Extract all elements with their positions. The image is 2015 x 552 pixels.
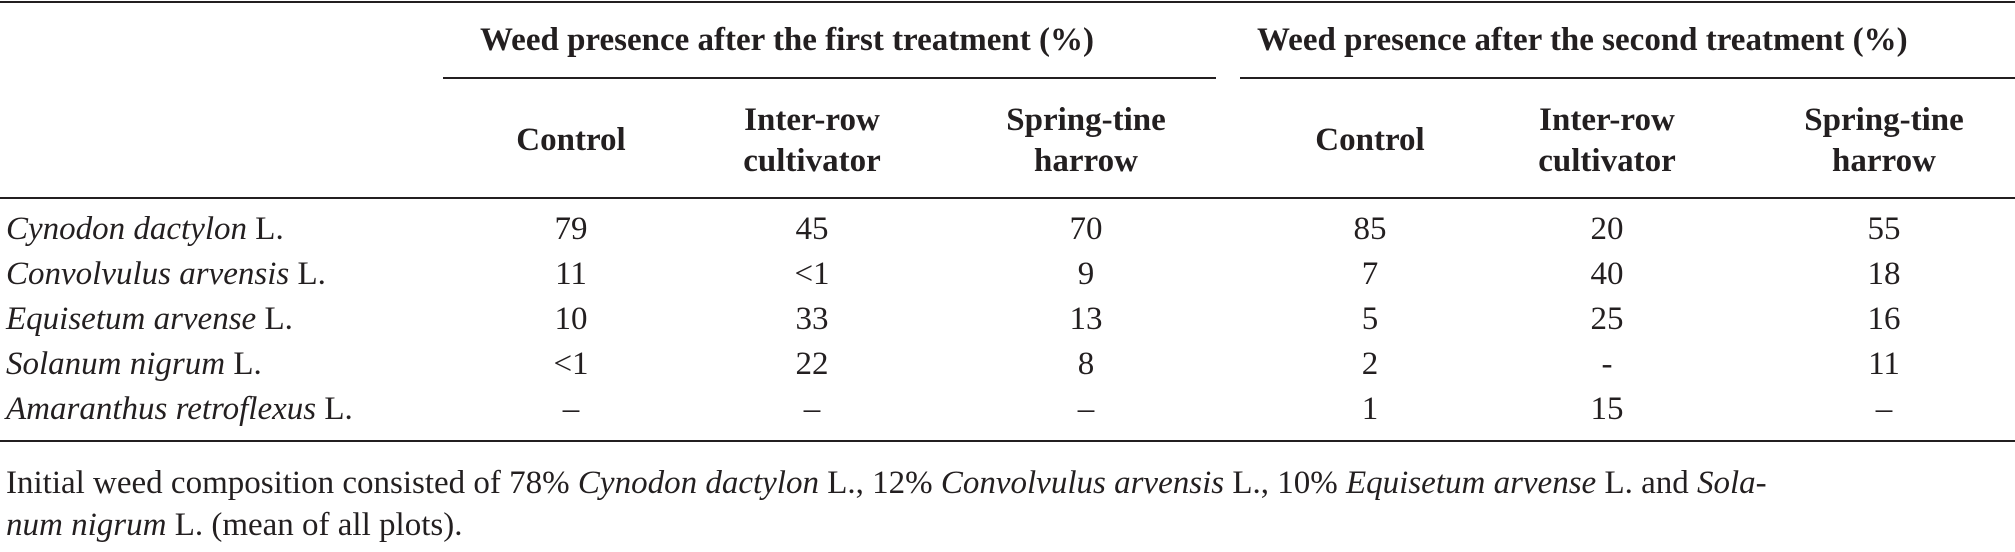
table-cell: 79 xyxy=(554,211,588,247)
column-header-spring-tine-2: Spring-tine harrow xyxy=(1804,102,1964,179)
table-cell: <1 xyxy=(794,256,830,292)
table-cell: 15 xyxy=(1590,391,1624,427)
table-cell: 9 xyxy=(1077,256,1095,292)
table-cell: 10 xyxy=(554,301,588,337)
table-cell: 8 xyxy=(1077,346,1095,382)
row-label-convolvulus: Convolvulus arvensis L. xyxy=(6,256,326,292)
column-header-control-2: Control xyxy=(1315,122,1425,158)
group-rule-first xyxy=(443,77,1216,79)
header-bottom-rule xyxy=(0,197,2015,199)
table-cell: 55 xyxy=(1867,211,1901,247)
table-cell: 5 xyxy=(1361,301,1379,337)
column-header-control-1: Control xyxy=(516,122,626,158)
table-cell: – xyxy=(803,391,821,427)
table-cell: 25 xyxy=(1590,301,1624,337)
table-cell: 85 xyxy=(1353,211,1387,247)
table-cell: – xyxy=(562,391,580,427)
table-cell: 1 xyxy=(1361,391,1379,427)
row-label-equisetum: Equisetum arvense L. xyxy=(6,301,293,337)
table-cell: 2 xyxy=(1361,346,1379,382)
table-cell: 18 xyxy=(1867,256,1901,292)
group-rule-second xyxy=(1240,77,2015,79)
table-cell: 33 xyxy=(795,301,829,337)
footnote-line-1: Initial weed composition consisted of 78… xyxy=(6,465,1767,501)
group-header-second-treatment: Weed presence after the second treatment… xyxy=(1257,22,1908,58)
column-header-inter-row-1: Inter-row cultivator xyxy=(743,102,881,179)
row-label-cynodon: Cynodon dactylon L. xyxy=(6,211,284,247)
table-cell: – xyxy=(1077,391,1095,427)
table-bottom-rule xyxy=(0,440,2015,442)
table-cell: 40 xyxy=(1590,256,1624,292)
table-cell: – xyxy=(1875,391,1893,427)
table-cell: 45 xyxy=(795,211,829,247)
table-cell: 7 xyxy=(1361,256,1379,292)
table-cell: 13 xyxy=(1069,301,1103,337)
table-cell: 11 xyxy=(555,256,587,292)
table-footnote: Initial weed composition consisted of 78… xyxy=(6,462,2006,546)
table-cell: - xyxy=(1601,346,1613,382)
table-cell: 22 xyxy=(795,346,829,382)
row-label-solanum: Solanum nigrum L. xyxy=(6,346,262,382)
footnote-line-2: num nigrum L. (mean of all plots). xyxy=(6,507,463,543)
top-rule xyxy=(0,1,2015,3)
column-header-spring-tine-1: Spring-tine harrow xyxy=(1006,102,1166,179)
column-header-inter-row-2: Inter-row cultivator xyxy=(1538,102,1676,179)
group-header-first-treatment: Weed presence after the first treatment … xyxy=(480,22,1094,58)
table-cell: 11 xyxy=(1868,346,1900,382)
table-cell: 20 xyxy=(1590,211,1624,247)
row-label-amaranthus: Amaranthus retroflexus L. xyxy=(6,391,353,427)
table-cell: 70 xyxy=(1069,211,1103,247)
table-cell: 16 xyxy=(1867,301,1901,337)
table-cell: <1 xyxy=(553,346,589,382)
